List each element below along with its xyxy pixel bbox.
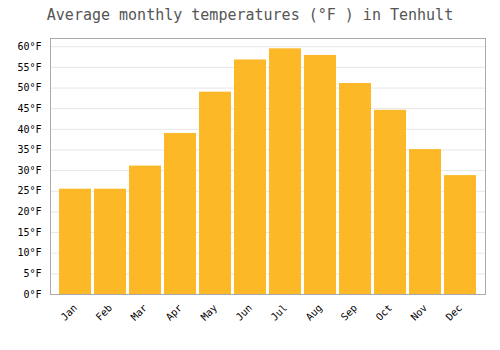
- svg-text:5°F: 5°F: [23, 268, 41, 279]
- svg-text:Feb: Feb: [94, 302, 115, 323]
- html-text:Average monthly temperatures (: Average monthly temperatures (°F ) in Te…: [46, 6, 454, 24]
- svg-text:Oct: Oct: [374, 302, 395, 323]
- svg-text:Nov: Nov: [409, 302, 430, 323]
- svg-text:Dec: Dec: [444, 302, 465, 323]
- svg-text:Aug: Aug: [304, 302, 325, 323]
- svg-text:25°F: 25°F: [17, 185, 41, 196]
- svg-text:20°F: 20°F: [17, 206, 41, 217]
- svg-text:35°F: 35°F: [17, 144, 41, 155]
- svg-text:Jan: Jan: [59, 302, 80, 323]
- svg-text:60°F: 60°F: [17, 41, 41, 52]
- svg-text:Apr: Apr: [164, 302, 185, 323]
- svg-text:Jun: Jun: [234, 302, 255, 323]
- svg-text:15°F: 15°F: [17, 227, 41, 238]
- svg-text:10°F: 10°F: [17, 247, 41, 258]
- svg-text:Mar: Mar: [129, 302, 150, 323]
- svg-text:40°F: 40°F: [17, 124, 41, 135]
- svg-text:Jul: Jul: [269, 302, 290, 323]
- svg-text:0°F: 0°F: [23, 289, 41, 300]
- svg-text:May: May: [199, 302, 220, 323]
- svg-text:45°F: 45°F: [17, 103, 41, 114]
- svg-text:55°F: 55°F: [17, 62, 41, 73]
- svg-text:Sep: Sep: [339, 302, 360, 323]
- svg-text:50°F: 50°F: [17, 82, 41, 93]
- svg-text:30°F: 30°F: [17, 165, 41, 176]
